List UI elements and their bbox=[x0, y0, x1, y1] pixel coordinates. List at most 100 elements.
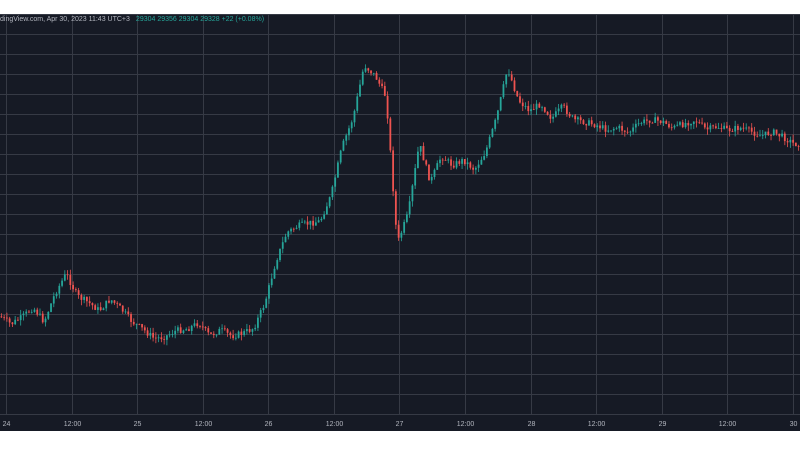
candle-up bbox=[47, 311, 50, 319]
candle-down bbox=[85, 296, 88, 302]
price-chart[interactable]: 24 12:00 25 12:00 26 12:00 27 12:00 28 12:00 29 12:… bbox=[0, 14, 800, 431]
candle-down bbox=[599, 125, 601, 129]
candle-up bbox=[177, 327, 179, 331]
candle-down bbox=[665, 121, 668, 124]
candle-down bbox=[28, 311, 30, 313]
candle-down bbox=[695, 121, 698, 123]
candle-down bbox=[621, 125, 623, 131]
candle-down bbox=[775, 129, 778, 134]
candle-up bbox=[577, 117, 579, 120]
candle-up bbox=[257, 317, 259, 328]
candle-up bbox=[110, 300, 113, 303]
candle-down bbox=[113, 300, 116, 303]
candle-down bbox=[450, 159, 452, 166]
candle-down bbox=[143, 327, 146, 331]
candle-down bbox=[778, 133, 781, 137]
candle-down bbox=[229, 332, 232, 336]
x-tick-label: 27 bbox=[396, 421, 404, 428]
candle-down bbox=[212, 333, 215, 336]
candle-up bbox=[419, 146, 422, 152]
candle-down bbox=[66, 274, 69, 276]
candle-up bbox=[461, 159, 463, 164]
candle-up bbox=[372, 72, 375, 74]
candle-down bbox=[378, 79, 381, 84]
x-axis-ticks: 24 12:00 25 12:00 26 12:00 27 12:00 28 12:00 29 12:… bbox=[3, 421, 798, 428]
candle-down bbox=[394, 191, 397, 225]
candle-up bbox=[405, 214, 408, 222]
candle-down bbox=[753, 131, 756, 136]
candle-up bbox=[557, 108, 560, 112]
candle-down bbox=[563, 104, 566, 106]
candle-up bbox=[149, 332, 152, 336]
candle-up bbox=[356, 96, 359, 111]
candle-up bbox=[629, 131, 632, 133]
candle-up bbox=[764, 131, 767, 136]
candle-up bbox=[618, 125, 621, 129]
candle-up bbox=[245, 329, 248, 332]
candle-down bbox=[381, 83, 383, 87]
candle-down bbox=[659, 120, 662, 123]
candle-up bbox=[612, 128, 615, 131]
candle-up bbox=[58, 285, 61, 294]
ohlc-low: 29304 bbox=[178, 16, 199, 23]
candle-up bbox=[673, 125, 676, 128]
candle-up bbox=[466, 162, 469, 165]
candle-up bbox=[301, 221, 303, 223]
candle-up bbox=[637, 123, 640, 125]
ohlc-high: 29356 bbox=[157, 16, 177, 23]
candle-up bbox=[676, 124, 679, 126]
candle-down bbox=[701, 122, 703, 124]
candle-up bbox=[361, 71, 364, 85]
candle-down bbox=[422, 146, 425, 161]
candle-down bbox=[767, 131, 770, 135]
candle-up bbox=[331, 186, 334, 198]
candle-down bbox=[458, 161, 461, 164]
candle-down bbox=[74, 289, 77, 291]
candle-up bbox=[745, 127, 748, 129]
candle-down bbox=[748, 127, 750, 129]
candle-up bbox=[571, 115, 574, 117]
x-tick-label: 12:00 bbox=[195, 421, 213, 428]
candles bbox=[0, 64, 800, 346]
candle-up bbox=[632, 127, 635, 132]
candle-up bbox=[491, 128, 494, 137]
candle-down bbox=[199, 326, 201, 327]
candle-down bbox=[441, 159, 444, 161]
candle-up bbox=[105, 300, 108, 309]
candle-up bbox=[734, 125, 737, 132]
candle-down bbox=[706, 127, 709, 130]
candle-up bbox=[279, 248, 281, 261]
candle-up bbox=[400, 232, 403, 238]
chart-area[interactable]: 24 12:00 25 12:00 26 12:00 27 12:00 28 12:00 29 12:… bbox=[0, 14, 800, 431]
candle-down bbox=[207, 328, 210, 333]
candle-up bbox=[124, 311, 127, 313]
candle-down bbox=[463, 159, 466, 165]
candle-up bbox=[709, 125, 712, 130]
candle-up bbox=[284, 236, 287, 243]
candle-down bbox=[532, 109, 535, 111]
candle-up bbox=[430, 177, 433, 181]
candle-up bbox=[350, 122, 353, 129]
candle-down bbox=[397, 224, 400, 238]
x-tick-label: 12:00 bbox=[588, 421, 606, 428]
candle-up bbox=[739, 127, 742, 130]
candle-down bbox=[201, 326, 204, 328]
candle-down bbox=[119, 303, 121, 306]
candle-down bbox=[582, 120, 585, 125]
candle-up bbox=[268, 285, 270, 299]
source-date-text: dingView.com, Apr 30, 2023 11:43 UTC+3 bbox=[0, 16, 130, 23]
candle-up bbox=[679, 122, 681, 125]
candle-up bbox=[610, 130, 612, 132]
candle-down bbox=[77, 290, 80, 295]
ohlc-change: +22 (+0.08%) bbox=[221, 16, 265, 23]
candle-up bbox=[165, 335, 168, 340]
candle-down bbox=[657, 117, 659, 121]
candle-up bbox=[554, 111, 557, 117]
x-tick-label: 25 bbox=[134, 421, 142, 428]
candle-up bbox=[298, 222, 301, 228]
candle-up bbox=[52, 296, 55, 304]
candle-up bbox=[560, 104, 563, 109]
candle-down bbox=[375, 72, 378, 80]
ohlc-readout: 29304 29356 29304 29328 +22 (+0.08%) bbox=[136, 16, 264, 30]
candle-up bbox=[295, 227, 298, 229]
